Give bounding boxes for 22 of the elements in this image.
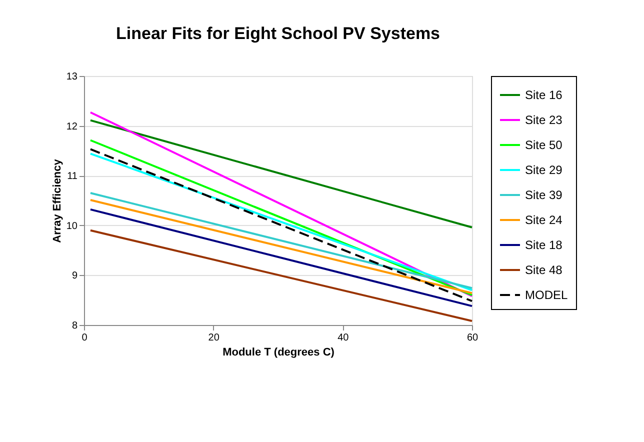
x-tick-label: 20 [208,332,220,344]
legend-label: Site 23 [525,113,563,127]
legend-label: Site 29 [525,163,563,177]
legend-label: Site 39 [525,188,563,202]
y-tick-label: 9 [72,270,78,282]
legend-label: Site 18 [525,238,563,252]
y-tick-label: 11 [67,171,78,182]
legend-label: Site 16 [525,88,563,102]
legend-label: Site 48 [525,263,563,277]
x-tick-label: 40 [338,332,350,344]
x-tick-label: 60 [466,332,478,344]
y-tick-label: 13 [66,72,78,82]
legend-label: Site 50 [525,138,563,152]
y-tick-label: 12 [66,121,78,132]
x-tick-label: 0 [82,332,88,344]
y-tick-label: 10 [66,220,78,232]
x-axis-title: Module T (degrees C) [222,346,335,358]
y-tick-label: 8 [72,320,78,332]
legend-label: Site 24 [525,213,563,227]
legend-label: MODEL [525,288,568,302]
chart-title: Linear Fits for Eight School PV Systems [116,24,440,43]
y-axis-title: Array Efficiency [51,158,64,243]
